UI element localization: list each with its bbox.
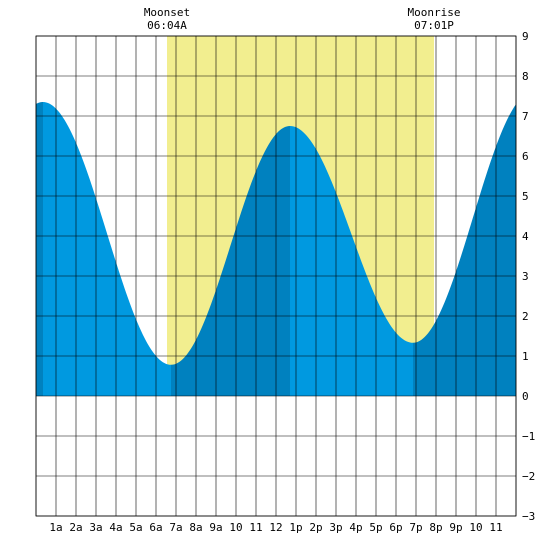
x-tick-label: 11 — [489, 521, 502, 534]
y-tick-label: −2 — [522, 470, 535, 483]
tide-area-segment-2 — [43, 102, 171, 396]
x-tick-label: 9p — [449, 521, 462, 534]
x-tick-label: 7p — [409, 521, 422, 534]
x-tick-label: 12 — [269, 521, 282, 534]
y-tick-label: −1 — [522, 430, 535, 443]
plot-border — [35, 35, 517, 517]
y-tick-label: 2 — [522, 310, 529, 323]
x-tick-label: 9a — [209, 521, 222, 534]
event-time-label: 06:04A — [147, 19, 187, 32]
x-tick-label: 10 — [469, 521, 482, 534]
y-tick-label: −3 — [522, 510, 535, 523]
y-tick-label: 9 — [522, 30, 529, 43]
y-tick-label: 6 — [522, 150, 529, 163]
y-tick-label: 5 — [522, 190, 529, 203]
x-tick-label: 4p — [349, 521, 362, 534]
tide-area-segment-1 — [36, 102, 43, 396]
y-tick-label: 8 — [522, 70, 529, 83]
x-tick-label: 5a — [129, 521, 142, 534]
tide-area-layer — [36, 102, 516, 396]
x-tick-label: 4a — [109, 521, 122, 534]
event-name-label: Moonset — [144, 6, 190, 19]
x-tick-labels: 1a 2a 3a 4a 5a 6a 7a 8a 9a 10 11 12 1p 2p 3p 4p 5p 6p 7p 8p… — [49, 521, 502, 534]
grid-layer — [35, 35, 517, 517]
x-tick-label: 1a — [49, 521, 62, 534]
event-time-label: 07:01P — [414, 19, 454, 32]
y-tick-label: 3 — [522, 270, 529, 283]
x-tick-label: 8p — [429, 521, 442, 534]
y-tick-label: 0 — [522, 390, 529, 403]
y-tick-label: 7 — [522, 110, 529, 123]
x-tick-label: 2a — [69, 521, 82, 534]
x-tick-label: 3p — [329, 521, 342, 534]
x-tick-label: 7a — [169, 521, 182, 534]
y-tick-labels: 9 8 7 6 5 4 3 2 1 0 −1 −2 −3 — [522, 30, 535, 523]
y-tick-label: 4 — [522, 230, 529, 243]
event-name-label: Moonrise — [408, 6, 461, 19]
x-tick-label: 6a — [149, 521, 162, 534]
x-tick-label: 8a — [189, 521, 202, 534]
x-tick-label: 11 — [249, 521, 262, 534]
y-tick-label: 1 — [522, 350, 529, 363]
x-tick-label: 5p — [369, 521, 382, 534]
tide-area-segment-4 — [290, 126, 413, 396]
x-tick-label: 6p — [389, 521, 402, 534]
x-tick-label: 2p — [309, 521, 322, 534]
x-tick-label: 3a — [89, 521, 102, 534]
x-tick-label: 1p — [289, 521, 302, 534]
x-tick-label: 10 — [229, 521, 242, 534]
tide-area-segment-3 — [171, 126, 290, 396]
tide-area-segment-5 — [413, 104, 516, 396]
